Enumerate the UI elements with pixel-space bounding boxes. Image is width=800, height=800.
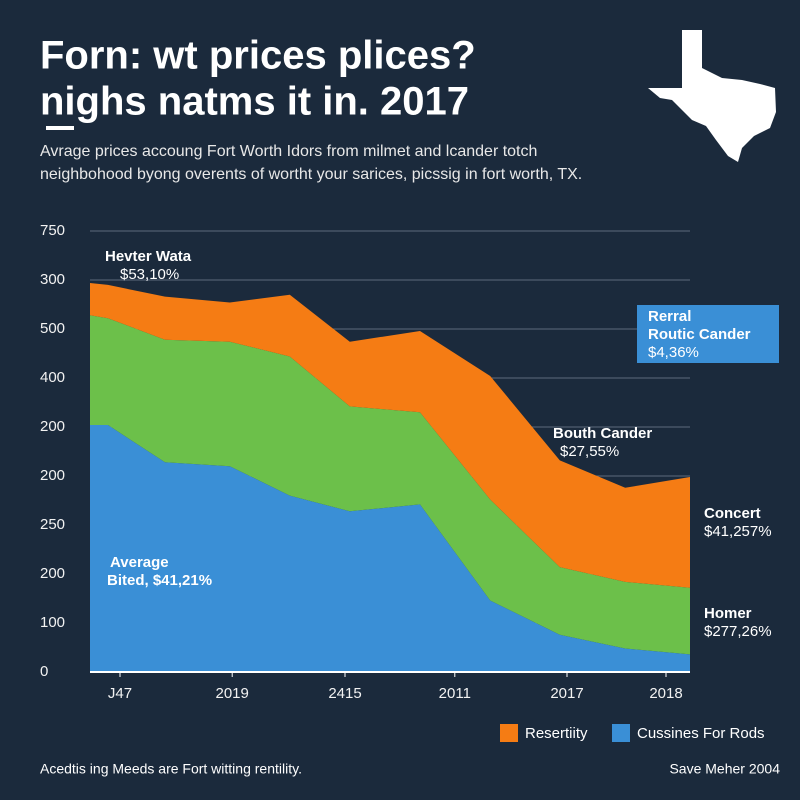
annotation: $4,36% xyxy=(648,344,699,361)
x-tick-label: 2019 xyxy=(216,685,249,702)
chart-title: Forn: wt prices plices? xyxy=(40,34,476,78)
annotation: $27,55% xyxy=(560,443,619,460)
annotation: Routic Cander xyxy=(648,326,751,343)
subtitle: neighbohood byong overents of wortht you… xyxy=(40,166,582,183)
annotation: Average xyxy=(110,554,169,571)
y-tick-label: 0 xyxy=(40,663,48,680)
area xyxy=(90,282,690,588)
annotation: Bited, $41,21% xyxy=(107,572,212,589)
annotation: $41,257% xyxy=(704,523,772,540)
y-tick-label: 750 xyxy=(40,222,65,239)
annotation: Homer xyxy=(704,605,752,622)
area xyxy=(90,315,690,655)
y-tick-label: 300 xyxy=(40,271,65,288)
legend-swatch xyxy=(612,724,630,742)
subtitle: Avrage prices accoung Fort Worth Idors f… xyxy=(40,143,537,160)
area xyxy=(90,425,690,672)
y-tick-label: 250 xyxy=(40,516,65,533)
title-underline xyxy=(46,126,74,130)
y-tick-label: 400 xyxy=(40,369,65,386)
annotation: $53,10% xyxy=(120,266,179,283)
y-tick-label: 500 xyxy=(40,320,65,337)
footer-right: Save Meher 2004 xyxy=(669,761,780,777)
y-tick-label: 200 xyxy=(40,565,65,582)
annotation: Rerral xyxy=(648,308,691,325)
y-tick-label: 200 xyxy=(40,418,65,435)
y-tick-label: 200 xyxy=(40,467,65,484)
annotation: Bouth Cander xyxy=(553,425,652,442)
annotation-box xyxy=(637,305,779,363)
x-tick-label: 2017 xyxy=(550,685,583,702)
x-tick-label: J47 xyxy=(108,685,132,702)
y-tick-label: 100 xyxy=(40,614,65,631)
legend-swatch xyxy=(500,724,518,742)
legend-label: Resertiity xyxy=(525,725,588,742)
x-tick-label: 2415 xyxy=(328,685,361,702)
texas-icon xyxy=(648,30,776,162)
annotation: Hevter Wata xyxy=(105,248,192,265)
chart-title: nighs natms it in. 2017 xyxy=(40,80,469,124)
annotation: $277,26% xyxy=(704,623,772,640)
footer-left: Acedtis ing Meeds are Fort witting renti… xyxy=(40,761,302,777)
x-tick-label: 2018 xyxy=(649,685,682,702)
legend-label: Cussines For Rods xyxy=(637,725,765,742)
annotation: Concert xyxy=(704,505,761,522)
x-tick-label: 2011 xyxy=(439,685,471,702)
